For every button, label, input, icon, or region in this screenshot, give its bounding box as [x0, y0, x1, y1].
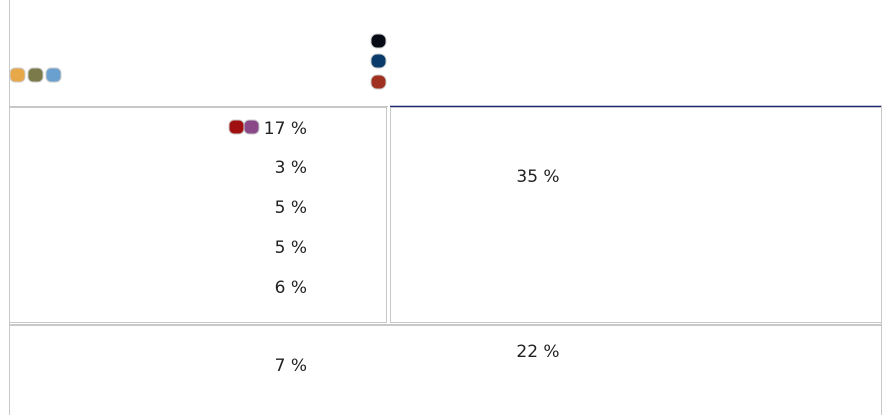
- percent-label: 5 %: [275, 238, 307, 258]
- color-dot: [243, 119, 260, 135]
- percent-label: 3 %: [275, 158, 307, 178]
- percent-label: 6 %: [275, 278, 307, 298]
- percent-label: 5 %: [275, 198, 307, 218]
- left-cell: [9, 107, 387, 323]
- percent-label: 35 %: [516, 167, 559, 187]
- percent-label: 22 %: [516, 342, 559, 362]
- color-dot: [9, 67, 26, 83]
- color-dot: [45, 67, 62, 83]
- color-dot: [228, 119, 245, 135]
- color-dot: [370, 53, 387, 69]
- percent-label: 7 %: [275, 356, 307, 376]
- color-dot: [27, 67, 44, 83]
- color-dot: [370, 74, 387, 90]
- color-dot: [370, 33, 387, 49]
- percent-label: 17 %: [264, 119, 307, 139]
